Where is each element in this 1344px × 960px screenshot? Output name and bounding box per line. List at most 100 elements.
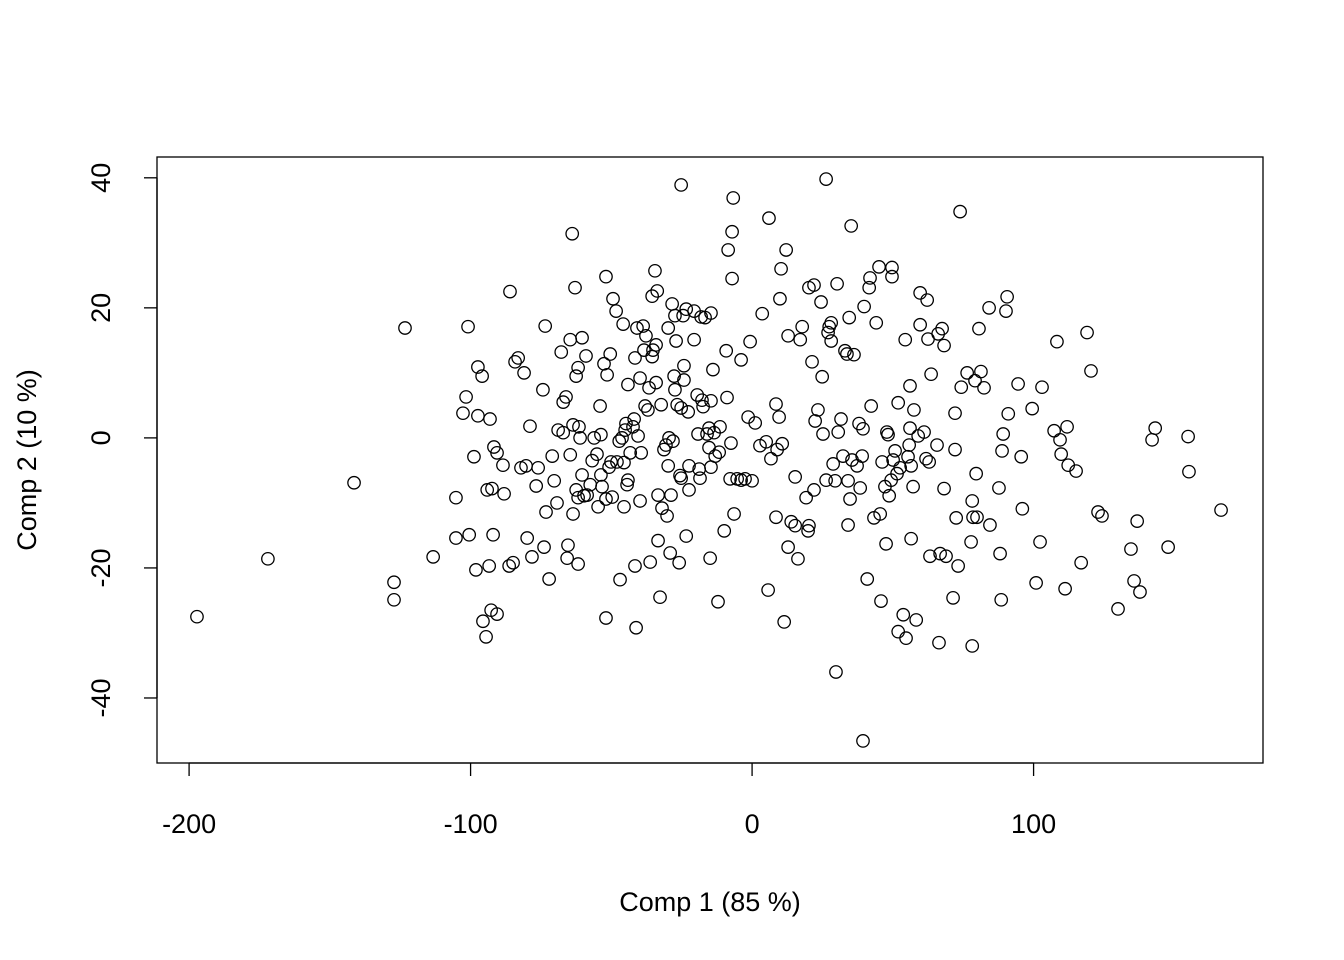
data-point [808, 414, 822, 428]
data-point [1130, 514, 1145, 528]
data-point [819, 473, 833, 488]
data-point [968, 373, 982, 388]
x-tick-label: 100 [1011, 809, 1056, 839]
data-point [807, 483, 821, 497]
data-point [836, 449, 850, 463]
data-point [471, 360, 485, 374]
data-point [600, 367, 614, 382]
data-point [841, 473, 855, 488]
data-point [704, 306, 718, 320]
y-tick-label: -20 [86, 548, 116, 587]
data-point [1161, 540, 1175, 554]
data-point [651, 488, 665, 502]
data-point [536, 382, 550, 397]
data-point [579, 349, 593, 363]
data-point [594, 468, 608, 482]
data-point [666, 434, 680, 448]
data-point [623, 445, 638, 460]
y-tick-label: -40 [86, 678, 116, 717]
data-point [471, 408, 485, 423]
data-point [508, 354, 522, 369]
data-point [1080, 325, 1094, 340]
y-tick-label: 20 [86, 293, 116, 323]
data-point [951, 559, 965, 573]
data-point [669, 334, 683, 348]
data-point [904, 531, 918, 546]
data-point [775, 436, 790, 451]
data-point [563, 447, 578, 462]
data-point [559, 390, 573, 404]
y-axis-label: Comp 2 (10 %) [12, 369, 42, 551]
data-point [829, 665, 843, 679]
data-point [738, 472, 752, 486]
data-point [745, 473, 759, 488]
data-point [1000, 289, 1014, 304]
data-point [659, 438, 673, 452]
data-point [563, 332, 578, 347]
data-point [590, 447, 604, 461]
data-point [712, 445, 726, 460]
data-point [726, 191, 741, 205]
data-point [691, 427, 705, 441]
data-point [939, 549, 953, 564]
data-point [620, 477, 634, 492]
data-point [872, 260, 886, 274]
data-point [545, 449, 560, 463]
data-point [1182, 464, 1196, 479]
data-point [903, 421, 917, 435]
data-point [617, 499, 631, 514]
data-point [1127, 574, 1141, 588]
data-point [612, 434, 627, 448]
data-point [874, 594, 888, 608]
data-point [1060, 419, 1074, 434]
data-point [1069, 464, 1083, 478]
data-point [547, 473, 562, 488]
data-point [523, 419, 537, 434]
data-point [529, 479, 544, 493]
data-point [687, 332, 701, 347]
data-point [1091, 505, 1105, 519]
data-point [717, 524, 732, 538]
data-point [670, 397, 685, 412]
data-point [863, 271, 877, 285]
data-point [996, 427, 1011, 441]
data-point [649, 375, 663, 390]
data-point [759, 434, 774, 449]
data-point [599, 611, 613, 625]
data-point [977, 380, 991, 395]
data-point [667, 369, 681, 383]
data-point [679, 529, 694, 543]
x-tick-label: -200 [162, 809, 216, 839]
points-layer [190, 172, 1228, 748]
data-point [619, 416, 633, 431]
x-axis: -200 -100 0 100 [162, 762, 1056, 839]
data-point [830, 276, 844, 291]
data-point [948, 406, 962, 421]
data-point [643, 555, 658, 569]
data-point [606, 291, 620, 306]
data-point [531, 460, 545, 475]
data-point [1011, 377, 1025, 391]
y-axis: -40 -20 0 20 40 [86, 163, 158, 717]
data-point [651, 533, 665, 548]
data-point [485, 481, 499, 496]
data-point [479, 630, 493, 644]
data-point [571, 557, 585, 571]
data-point [661, 459, 676, 473]
data-point [913, 317, 927, 332]
data-point [1025, 401, 1040, 416]
data-point [682, 459, 696, 473]
data-point [569, 369, 583, 383]
data-point [869, 315, 884, 330]
data-point [917, 425, 931, 439]
data-point [650, 284, 665, 298]
data-point [573, 431, 587, 445]
data-point [674, 178, 688, 192]
data-point [930, 438, 944, 452]
data-point [982, 300, 996, 315]
data-point [970, 510, 984, 525]
data-point [690, 388, 705, 402]
data-point [893, 460, 908, 475]
data-point [882, 488, 897, 503]
data-point [969, 466, 984, 481]
